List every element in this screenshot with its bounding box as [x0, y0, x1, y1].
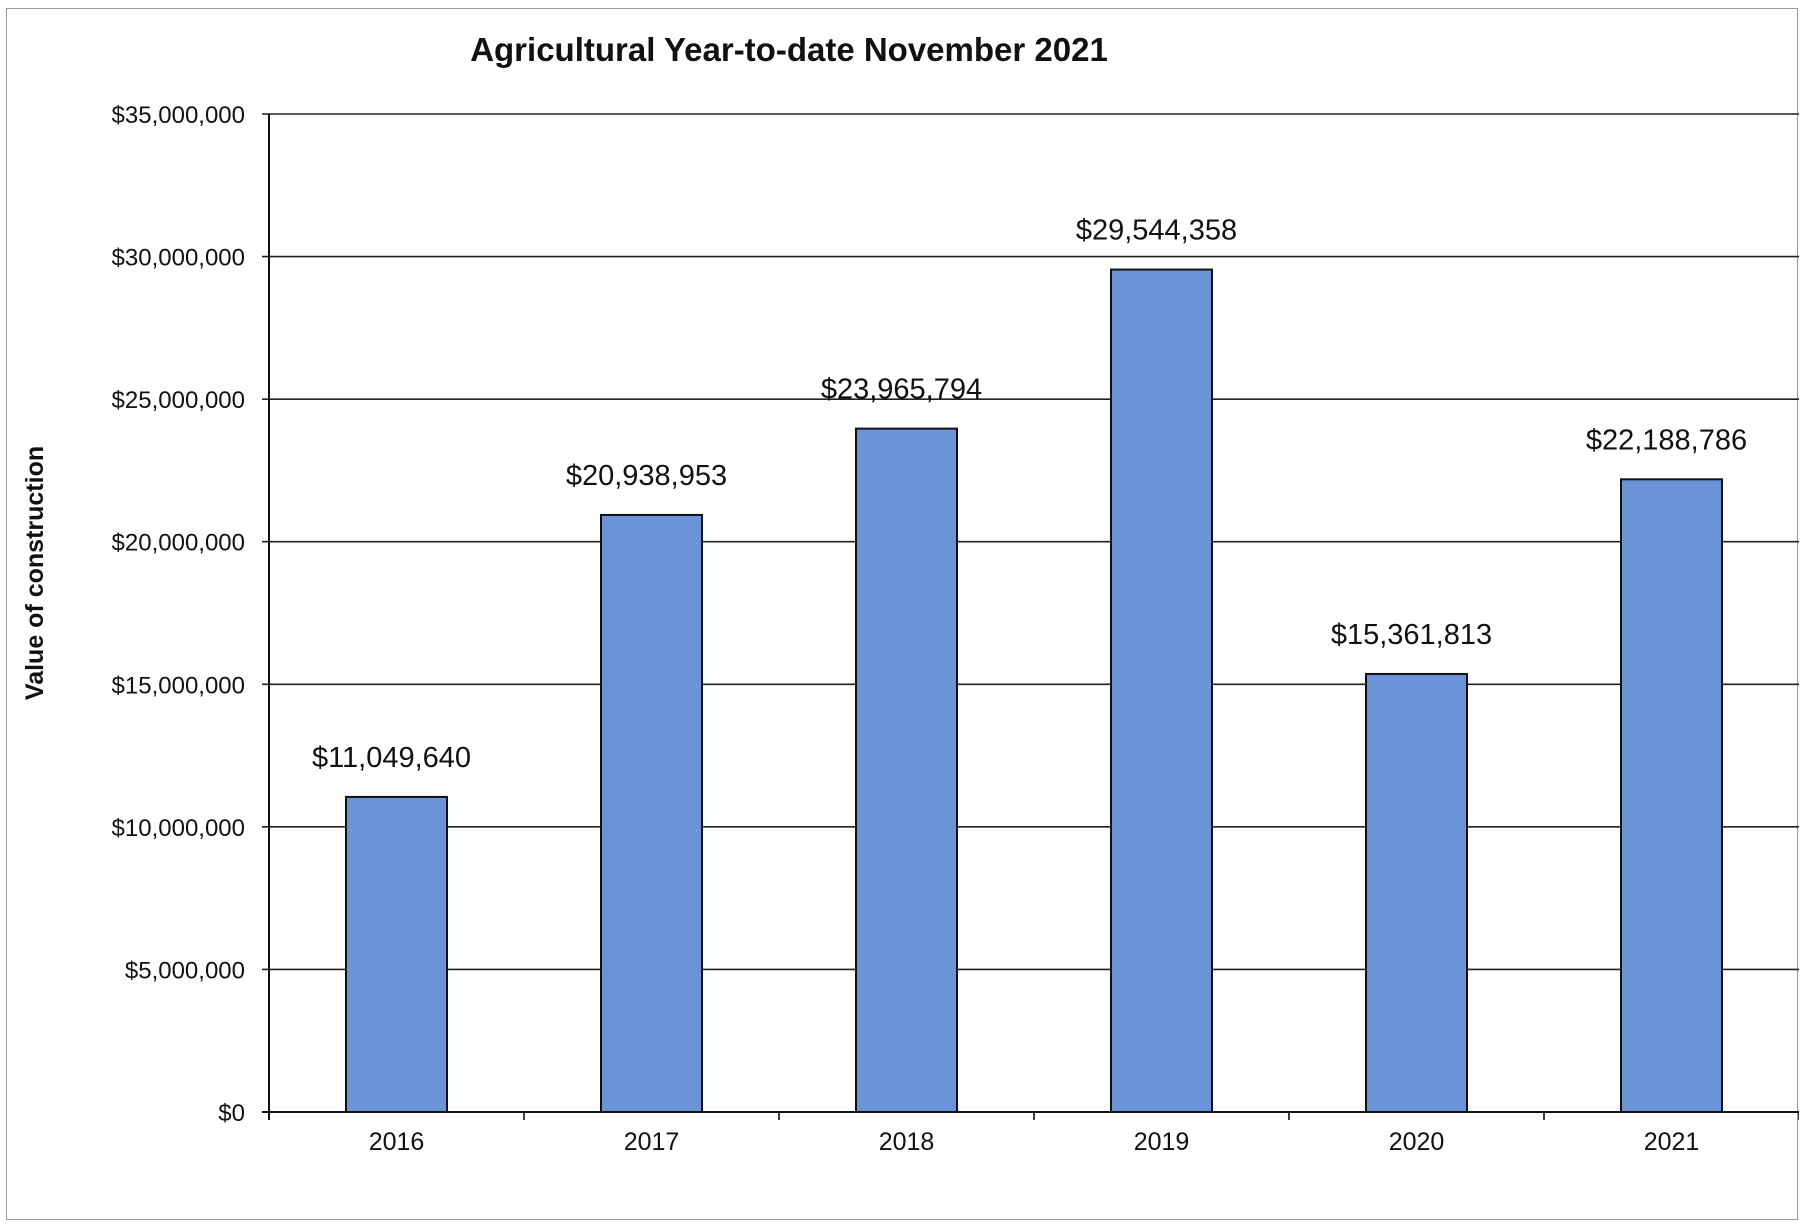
- y-tick-label: $25,000,000: [112, 387, 245, 414]
- y-tick-labels: $0 $5,000,000 $10,000,000 $15,000,000 $20,00…: [112, 102, 245, 1127]
- data-label-2017: $20,938,953: [566, 460, 727, 492]
- data-label-2021: $22,188,786: [1586, 424, 1747, 456]
- y-tick-label: $35,000,000: [112, 102, 245, 129]
- y-tick-label: $30,000,000: [112, 245, 245, 272]
- y-tick-label: $5,000,000: [125, 957, 245, 984]
- y-tick-label: $15,000,000: [112, 672, 245, 699]
- y-tick-label: $10,000,000: [112, 815, 245, 842]
- chart-title: Agricultural Year-to-date November 2021: [470, 31, 1108, 68]
- axes: [262, 114, 1799, 1120]
- bar-2019: [1110, 268, 1213, 1113]
- bars: [345, 268, 1723, 1114]
- x-tick-labels: 2016 2017 2018 2019 2020 2021: [369, 1128, 1700, 1156]
- bar-chart: Agricultural Year-to-date November 2021 …: [21, 31, 1799, 1156]
- bar-2020: [1365, 672, 1468, 1113]
- data-label-2020: $15,361,813: [1331, 619, 1492, 651]
- x-tick-label-2017: 2017: [624, 1128, 680, 1156]
- x-tick-label-2020: 2020: [1389, 1128, 1445, 1156]
- data-label-2019: $29,544,358: [1076, 215, 1237, 247]
- y-tick-label: $20,000,000: [112, 530, 245, 557]
- bar-2017: [600, 513, 703, 1113]
- data-label-2016: $11,049,640: [312, 742, 471, 774]
- data-labels: $11,049,640 $20,938,953 $23,965,794 $29,544…: [312, 215, 1747, 774]
- y-axis-label: Value of construction: [21, 446, 49, 700]
- gridlines: [262, 113, 1799, 971]
- x-tick-label-2016: 2016: [369, 1128, 425, 1156]
- chart-frame: Agricultural Year-to-date November 2021 …: [6, 8, 1799, 1220]
- data-label-2018: $23,965,794: [821, 374, 982, 406]
- bar-2018: [855, 427, 958, 1113]
- x-tick-label-2019: 2019: [1134, 1128, 1190, 1156]
- bar-2021: [1620, 478, 1723, 1113]
- y-tick-label: $0: [218, 1100, 245, 1127]
- x-tick-label-2021: 2021: [1644, 1128, 1700, 1156]
- x-tick-label-2018: 2018: [879, 1128, 935, 1156]
- bar-2016: [345, 795, 448, 1114]
